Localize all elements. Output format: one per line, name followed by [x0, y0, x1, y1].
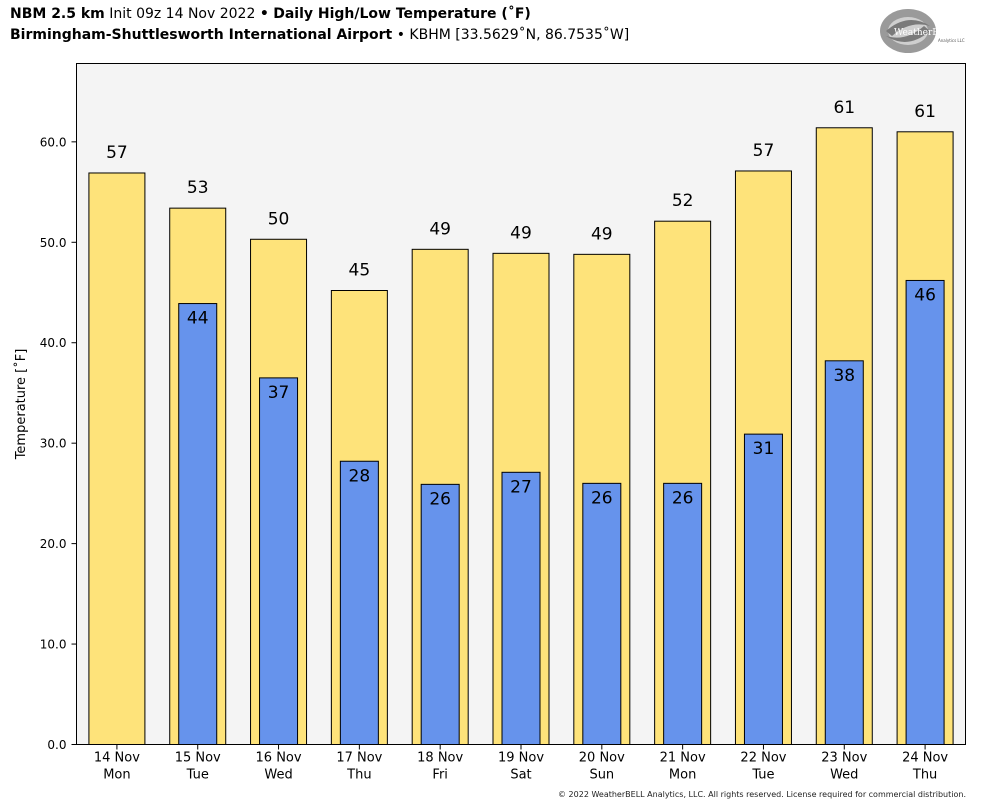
high-value-label: 49	[510, 223, 532, 243]
x-tick-label-day: Thu	[346, 768, 371, 783]
weatherbell-logo: WeatherBELL Analytics LLC	[878, 6, 970, 56]
x-tick-label-date: 15 Nov	[175, 751, 221, 766]
high-value-label: 53	[187, 178, 209, 198]
low-value-label: 31	[753, 439, 775, 459]
x-tick-label-date: 16 Nov	[256, 751, 302, 766]
bullet-separator-2: •	[396, 27, 405, 43]
y-tick-label: 40.0	[40, 336, 67, 350]
x-tick-label-day: Tue	[186, 768, 209, 783]
high-value-label: 57	[753, 141, 775, 161]
y-axis: 0.0 10.0 20.0 30.0 40.0 50.0 60.0	[40, 135, 77, 752]
x-tick-label-day: Mon	[103, 768, 130, 783]
low-bar	[663, 482, 703, 745]
x-tick-label-date: 17 Nov	[336, 751, 382, 766]
y-tick-label: 50.0	[40, 236, 67, 250]
low-temperature-series	[178, 279, 945, 745]
high-value-label: 52	[672, 191, 694, 211]
low-bar	[339, 460, 379, 745]
x-axis: 14 Nov Mon 15 Nov Tue 16 Nov Wed 17 Nov Thu 18 N…	[94, 744, 948, 783]
x-tick-label-date: 19 Nov	[498, 751, 544, 766]
high-value-label: 45	[349, 261, 371, 281]
low-bar	[824, 360, 864, 745]
low-bar	[259, 377, 299, 745]
y-tick-label: 20.0	[40, 537, 67, 551]
station-name: Birmingham-Shuttlesworth International A…	[10, 27, 393, 43]
x-tick-label-date: 22 Nov	[740, 751, 786, 766]
low-bar	[905, 279, 945, 745]
x-tick-label-day: Sun	[589, 768, 614, 783]
x-tick-label-day: Sat	[510, 768, 531, 783]
y-tick-label: 0.0	[47, 738, 66, 752]
logo-text: WeatherBELL	[894, 28, 957, 38]
data-labels: 57 53 44 50 37 45 28 49 26 49 27 49 26 52 26 57 31 61 38 61…	[106, 98, 936, 510]
x-tick-label-day: Wed	[830, 768, 858, 783]
low-value-label: 38	[833, 366, 855, 386]
low-value-label: 27	[510, 477, 532, 497]
x-tick-label-day: Tue	[751, 768, 774, 783]
low-bar	[582, 482, 622, 745]
chart-title: NBM 2.5 km Init 09z 14 Nov 2022 • Daily …	[10, 6, 531, 22]
low-value-label: 26	[672, 488, 694, 508]
x-tick-label-date: 18 Nov	[417, 751, 463, 766]
high-bar	[88, 172, 146, 745]
x-tick-label-date: 23 Nov	[821, 751, 867, 766]
low-value-label: 26	[429, 489, 451, 509]
x-tick-label-date: 24 Nov	[902, 751, 948, 766]
model-name: NBM 2.5 km	[10, 6, 105, 22]
low-bar	[501, 471, 541, 745]
y-tick-label: 60.0	[40, 135, 67, 149]
station-info: KBHM [33.5629˚N, 86.7535˚W]	[409, 27, 630, 43]
logo-subtext: Analytics LLC	[938, 38, 965, 43]
x-tick-label-day: Fri	[432, 768, 448, 783]
chart-subtitle: Birmingham-Shuttlesworth International A…	[10, 27, 629, 43]
low-value-label: 28	[349, 466, 371, 486]
x-tick-label-date: 14 Nov	[94, 751, 140, 766]
copyright-footer: © 2022 WeatherBELL Analytics, LLC. All r…	[558, 790, 966, 799]
x-tick-label-day: Wed	[264, 768, 292, 783]
x-tick-label-date: 20 Nov	[579, 751, 625, 766]
high-value-label: 49	[591, 224, 613, 244]
high-value-label: 57	[106, 143, 128, 163]
low-value-label: 26	[591, 488, 613, 508]
low-bar	[420, 483, 460, 745]
y-tick-label: 10.0	[40, 638, 67, 652]
low-value-label: 37	[268, 383, 290, 403]
y-tick-label: 30.0	[40, 437, 67, 451]
x-tick-label-day: Thu	[912, 768, 937, 783]
product-name: Daily High/Low Temperature (˚F)	[273, 6, 531, 22]
low-value-label: 46	[914, 285, 936, 305]
high-value-label: 61	[914, 102, 936, 122]
x-tick-label-date: 21 Nov	[660, 751, 706, 766]
init-time: Init 09z 14 Nov 2022	[109, 6, 256, 22]
y-axis-label: Temperature [˚F]	[13, 349, 29, 461]
low-bar	[743, 433, 783, 745]
high-value-label: 50	[268, 209, 290, 229]
high-value-label: 61	[833, 98, 855, 118]
low-bar	[178, 303, 218, 745]
x-tick-label-day: Mon	[669, 768, 696, 783]
bullet-separator: •	[259, 6, 269, 22]
high-value-label: 49	[429, 219, 451, 239]
low-value-label: 44	[187, 309, 209, 329]
